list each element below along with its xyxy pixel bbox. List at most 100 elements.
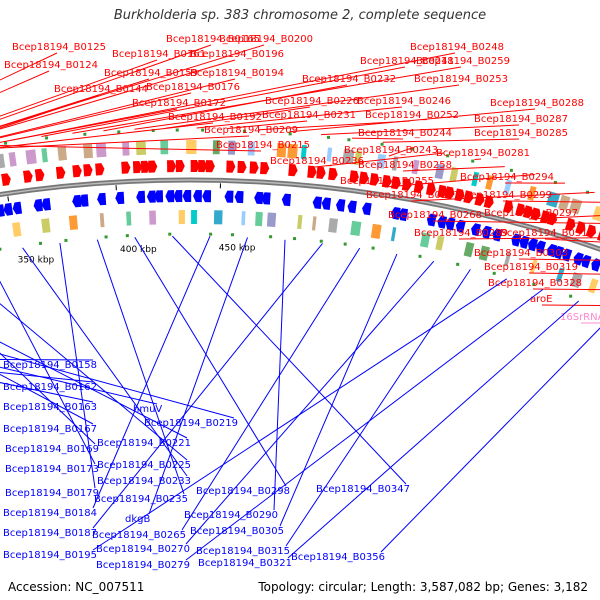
leader-line-top (0, 70, 50, 94)
leader-line-top (532, 288, 600, 291)
leader-line-top (384, 174, 535, 188)
minus-strand-gene (471, 223, 481, 237)
minus-strand-gene (79, 194, 89, 207)
gene-label-top: Bcep18194_B0289 (414, 228, 508, 239)
leader-line-bottom (0, 372, 94, 383)
feature-marker-outer (45, 136, 49, 140)
leader-line-bottom (279, 253, 398, 527)
feature-marker-inner (269, 235, 273, 239)
minus-strand-gene (528, 238, 539, 252)
cog-feature-inner (255, 211, 263, 227)
leader-line-bottom (0, 382, 94, 403)
leader-line-top (541, 304, 600, 306)
gene-label-bottom: Bcep18194_B0173 (5, 464, 99, 475)
gene-label-top: Bcep18194_B0226 (265, 96, 359, 107)
plus-strand-gene (328, 167, 338, 181)
tick-mark (7, 196, 10, 202)
gene-label-bottom: Bcep18194_B0321 (198, 558, 292, 569)
leader-line-top (528, 215, 600, 220)
leader-line-top (0, 122, 214, 148)
gene-label-bottom: Bcep18194_B0265 (92, 530, 186, 541)
gene-label-bottom: Bcep18194_B0167 (3, 424, 97, 435)
plus-strand-gene (483, 195, 494, 209)
leader-line-top (0, 135, 250, 149)
cog-feature-outer (449, 166, 459, 182)
minus-strand-gene (347, 200, 357, 214)
cog-feature-inner (587, 278, 599, 294)
gene-label-bottom: hmuV (133, 404, 162, 415)
minus-strand-gene (202, 190, 212, 203)
cog-feature-inner (191, 210, 197, 224)
feature-marker-inner (168, 232, 172, 236)
cog-feature-inner (68, 215, 78, 230)
leader-line-top (502, 200, 600, 203)
plus-strand-gene (381, 174, 392, 188)
leader-line-top (0, 44, 212, 120)
feature-marker-outer (553, 180, 557, 184)
cog-feature-inner (478, 245, 490, 261)
leader-line-bottom (0, 353, 235, 419)
leader-line-bottom (0, 352, 96, 445)
minus-strand-gene (182, 190, 192, 202)
cog-feature-inner (529, 259, 538, 274)
gene-label-top: Bcep18194_B0317 (500, 228, 594, 239)
gene-label-bottom: Bcep18194_B0187 (3, 528, 97, 539)
gene-label-top: Bcep18194_B0194 (190, 68, 284, 79)
cog-feature-outer (376, 153, 387, 169)
minus-strand-gene (3, 202, 14, 216)
minus-strand-gene (234, 190, 244, 204)
minus-strand-gene (591, 258, 600, 272)
gene-label-bottom: Bcep18194_B0179 (5, 488, 99, 499)
leader-line-bottom (92, 243, 323, 529)
plus-strand-gene (359, 171, 369, 185)
leader-line-top (432, 220, 600, 224)
plus-strand-gene (205, 160, 215, 173)
cog-feature-inner (390, 227, 397, 242)
gene-label-bottom: Bcep18194_B0219 (144, 418, 238, 429)
tick-label: 350 kbp (18, 256, 55, 266)
gene-label-bottom: Bcep18194_B0184 (3, 508, 97, 519)
leader-line-top (0, 44, 265, 128)
feature-marker-inner (492, 271, 496, 275)
plus-strand-gene (444, 186, 455, 200)
plus-strand-gene (260, 162, 270, 175)
cog-feature-inner (297, 214, 303, 230)
gene-label-top: Bcep18194_B0259 (416, 56, 510, 67)
tick-label: 400 kbp (120, 245, 157, 255)
minus-strand-gene (336, 199, 346, 212)
plus-strand-gene (121, 161, 131, 174)
minus-strand-gene (154, 190, 164, 203)
plus-strand-gene (288, 163, 298, 177)
backbone-highlight (0, 179, 600, 251)
minus-strand-gene (535, 240, 546, 254)
gene-label-top: Bcep18194_B0248 (410, 42, 504, 53)
gene-label-bottom: Bcep18194_B0158 (3, 360, 97, 371)
plus-strand-gene (1, 173, 11, 186)
feature-marker-outer (380, 142, 384, 146)
gene-label-top: Bcep18194_B0258 (358, 160, 452, 171)
cog-feature-outer (135, 140, 147, 156)
cog-feature-inner (149, 210, 157, 225)
feature-marker-inner (371, 246, 375, 250)
minus-strand-gene (97, 192, 107, 206)
leader-line-top (0, 78, 236, 138)
plus-strand-gene (539, 210, 551, 224)
minus-strand-gene (224, 190, 234, 203)
gene-label-top: Bcep18194_B0231 (262, 110, 356, 121)
gene-label-bottom: Bcep18194_B0233 (97, 476, 191, 487)
cog-feature-outer (592, 205, 600, 222)
cog-feature-inner (463, 241, 475, 258)
feature-marker-outer (288, 132, 292, 136)
feature-marker-outer (347, 138, 351, 142)
plus-strand-gene (249, 161, 259, 174)
gene-label-bottom: dkgB (125, 514, 150, 525)
gene-label-top: Bcep18194_B0200 (219, 34, 313, 45)
plus-strand-gene (425, 182, 436, 196)
gene-label-bottom: Bcep18194_B0279 (96, 560, 190, 571)
gene-label-bottom: Bcep18194_B0298 (196, 486, 290, 497)
leader-line-top (289, 108, 536, 133)
minus-strand-gene (519, 235, 530, 249)
cog-feature-outer (57, 146, 67, 161)
